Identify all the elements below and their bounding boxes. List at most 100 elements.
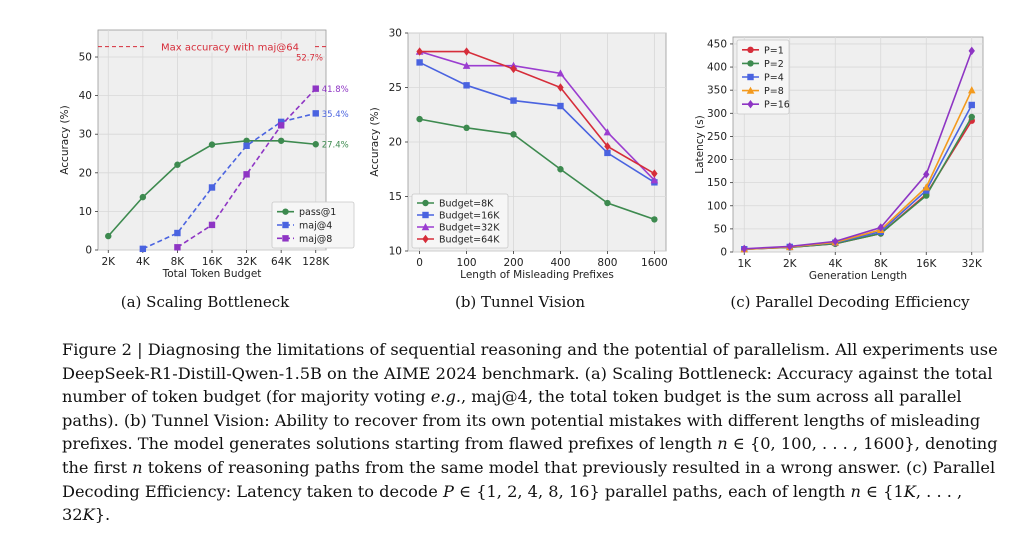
caption-text: , . . . , 32 [62,481,963,525]
data-point-Budget=8K [510,131,517,138]
data-point-maj@4 [174,229,181,237]
x-tick-label: 8K [171,256,186,268]
y-tick-label: 20 [79,167,92,179]
y-tick-label: 450 [707,38,727,50]
reference-label: Max accuracy with maj@64 [161,43,299,54]
data-point-P=2 [923,192,930,199]
data-point-Budget=8K [416,115,423,123]
y-tick-label: 50 [79,52,92,64]
x-axis-label: Length of Misleading Prefixes [460,269,614,281]
x-tick-label: 64K [271,256,292,268]
legend-marker [746,86,755,94]
x-tick-label: 16K [916,258,937,270]
legend-label: maj@4 [299,221,332,232]
legend-marker [282,221,289,229]
data-point-P=4 [968,101,975,109]
legend-box [411,193,509,249]
x-tick-label: 2K [101,256,116,268]
data-point-pass@1 [105,232,112,240]
data-point-Budget=8K [557,166,564,173]
data-point-P=8 [967,86,976,94]
y-tick-label: 30 [79,129,92,141]
data-point-maj@4 [208,184,216,191]
data-point-Budget=16K [416,59,423,66]
data-point-Budget=32K [556,69,565,77]
data-point-maj@4 [277,118,285,126]
chart-parallel-decoding: 0 50 100 150 200 250 300 350 400 450 1K 2K 4K 8K 16K 32… [685,0,995,290]
x-tick-label: 32K [236,256,257,268]
y-axis-label: Accuracy (%) [59,105,71,174]
data-point-maj@8 [208,221,216,229]
chart-c-svg: 0 50 100 150 200 250 300 350 400 450 1K 2K 4K 8K 16K 32… [694,36,984,282]
data-point-Budget=64K [651,169,658,178]
data-point-maj@4 [139,245,147,253]
series-line-Budget=8K [419,118,655,221]
legend-label: Budget=64K [439,235,500,246]
subcaption-a: (a) Scaling Bottleneck [120,293,290,311]
caption-text: Figure 2 | Diagnosing the limitations of… [62,340,998,407]
x-tick-label: 200 [503,257,523,269]
legend-label: P=1 [764,45,784,56]
caption-text: ∈ {0, 100, . . . , 1600}, denoting the f… [62,434,998,477]
x-axis-label: Generation Length [809,270,907,282]
y-tick-label: 10 [79,206,92,218]
end-value-label: 35.4% [322,110,349,120]
series-line-Budget=32K [419,50,655,181]
reference-value-label: 52.7% [296,54,323,64]
y-tick-label: 250 [707,131,727,143]
data-point-Budget=32K [650,176,659,184]
data-point-Budget=32K [603,128,612,136]
y-tick-label: 10 [389,246,402,258]
y-tick-label: 20 [389,137,402,149]
legend-label: P=4 [764,73,784,84]
data-point-Budget=16K [557,102,564,110]
x-tick-label: 16K [202,256,223,268]
data-point-P=16 [741,244,748,253]
subcaption-c: (c) Parallel Decoding Efficiency [730,293,970,311]
legend-marker [747,73,754,81]
x-tick-label: 100 [457,257,477,269]
caption-text: tokens of reasoning paths from the same … [62,457,996,501]
x-tick-label: 800 [597,257,617,269]
data-point-P=16 [968,46,975,56]
legend-label: maj@8 [299,234,332,245]
legend-label: Budget=16K [439,211,500,222]
reference-label-bg [146,39,314,53]
legend-box [736,39,790,115]
legend-marker [421,223,430,231]
caption-italic: e.g. [430,387,462,407]
x-tick-label: 2K [783,258,798,270]
y-tick-label: 150 [707,177,727,189]
legend-marker [282,208,289,215]
legend-label: Budget=8K [439,199,494,210]
data-point-P=16 [832,237,839,246]
legend-marker [747,60,754,67]
end-value-label: 27.4% [322,141,349,151]
legend-label: P=8 [764,86,784,97]
caption-math-n: n [132,457,143,477]
data-point-Budget=16K [510,97,517,104]
caption-text: , maj@4, the total token budget is the s… [62,387,981,454]
x-tick-label: 1K [737,258,752,270]
y-tick-label: 40 [79,90,92,102]
caption-math-k: K [903,481,916,501]
data-point-pass@1 [139,193,147,201]
data-point-Budget=32K [462,61,471,69]
caption-math-n: n [850,481,861,501]
x-tick-label: 4K [828,258,843,270]
data-point-Budget=64K [416,47,423,56]
chart-tunnel-vision: 10 15 20 25 30 0 100 200 400 800 1600 Length of Mis… [360,0,680,290]
chart-a-svg: 0 10 20 30 40 50 2K 4K 8K 16K 32K 64K 128K Total Toke… [59,29,355,280]
data-point-maj@4 [243,142,250,149]
end-value-label: 41.8% [322,85,349,95]
data-point-pass@1 [174,161,181,168]
data-point-Budget=8K [604,199,611,207]
series-line-maj@8 [176,88,317,248]
legend-marker [747,46,754,53]
y-tick-label: 400 [707,62,727,74]
data-point-P=4 [923,187,930,194]
series-line-Budget=16K [419,61,655,184]
x-tick-label: 128K [302,256,330,268]
y-tick-label: 200 [707,154,727,166]
data-point-pass@1 [208,141,216,148]
